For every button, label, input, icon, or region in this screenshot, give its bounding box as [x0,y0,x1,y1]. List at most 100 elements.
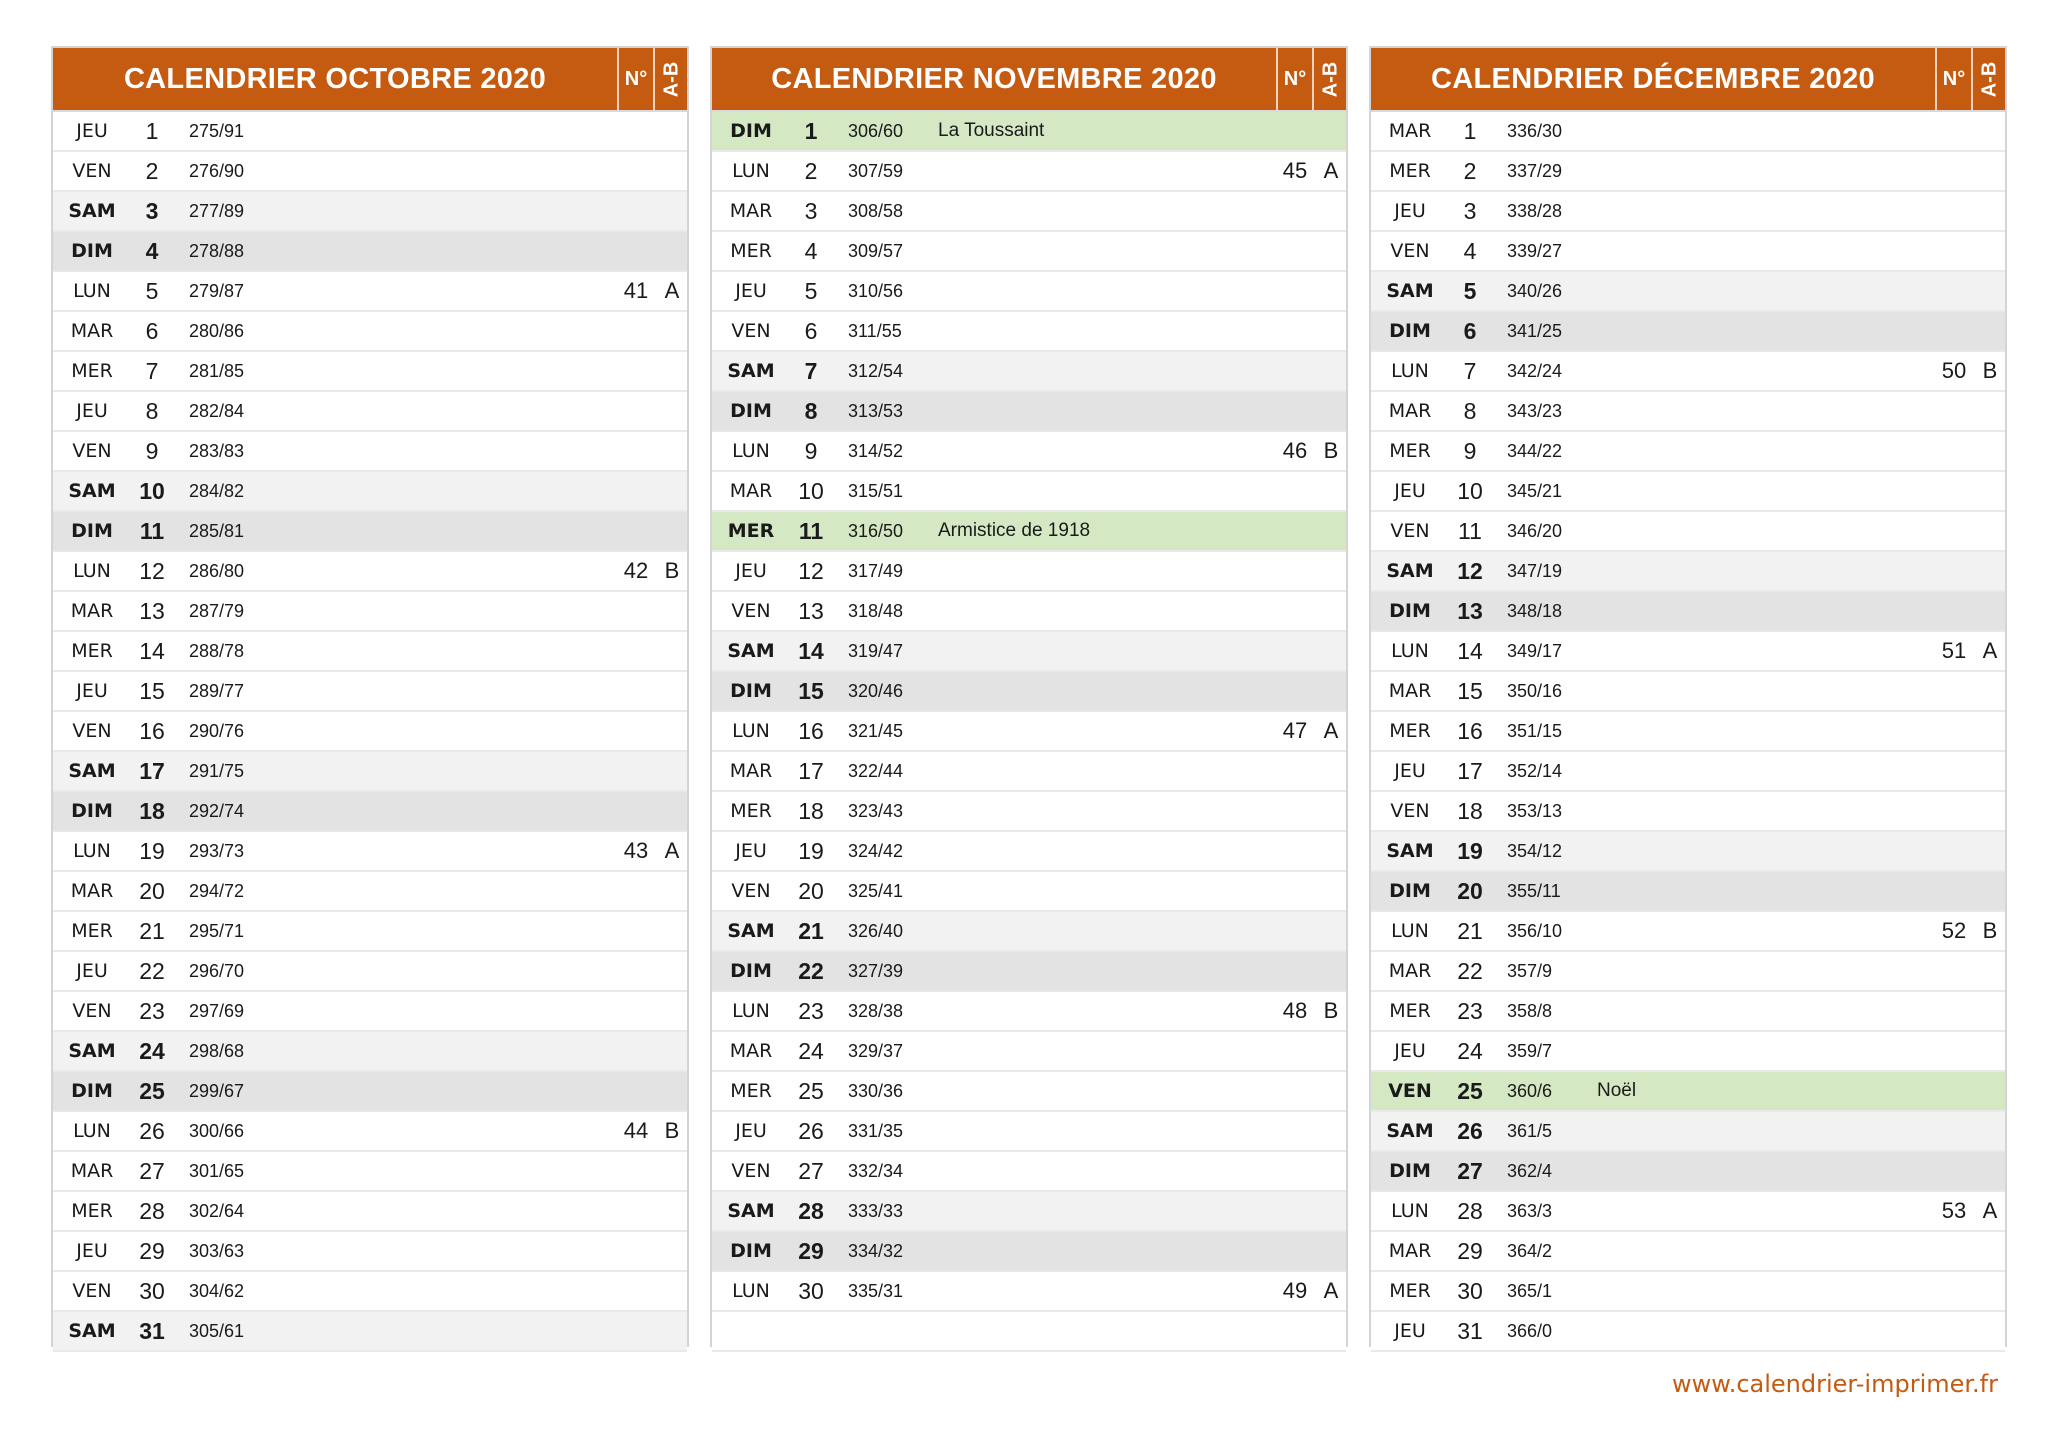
day-of-year: 315/51 [848,481,904,501]
day-name: SAM [727,1200,775,1222]
day-of-year: 323/43 [848,801,904,821]
day-of-year: 344/22 [1507,441,1563,461]
day-number: 6 [145,318,159,344]
day-name: DIM [730,1240,772,1262]
day-name: MER [1389,160,1431,182]
day-of-year: 332/34 [848,1161,904,1181]
day-row: VEN 23 297/69 [53,992,687,1032]
day-row: JEU 8 282/84 [53,392,687,432]
day-of-year: 328/38 [848,1001,904,1021]
day-name: SAM [1386,1120,1434,1142]
day-name: JEU [76,960,108,982]
ab-week: A [1982,1198,1998,1223]
day-row: VEN 2 276/90 [53,152,687,192]
day-number: 25 [798,1078,824,1104]
day-of-year: 364/2 [1507,1241,1553,1261]
day-name: DIM [730,400,772,422]
day-of-year: 290/76 [189,721,245,741]
day-row: LUN 30 335/31 49 A [712,1272,1346,1312]
day-row: LUN 7 342/24 50 B [1371,352,2005,392]
day-name: MAR [729,760,773,782]
day-of-year: 283/83 [189,441,245,461]
day-name: LUN [73,280,111,302]
day-name: MAR [729,480,773,502]
day-name: SAM [68,200,116,222]
day-row: JEU 1 275/91 [53,112,687,152]
day-of-year: 277/89 [189,201,245,221]
day-number: 14 [1457,638,1483,664]
day-row: SAM 12 347/19 [1371,552,2005,592]
day-name: JEU [735,1120,767,1142]
day-row: MER 28 302/64 [53,1192,687,1232]
day-name: MER [730,1080,772,1102]
day-row: MAR 29 364/2 [1371,1232,2005,1272]
day-number: 15 [1457,678,1483,704]
day-name: MER [71,360,113,382]
day-name: SAM [727,920,775,942]
week-number: 52 [1941,918,1967,943]
day-name: MER [71,640,113,662]
day-name: VEN [72,1000,112,1022]
day-of-year: 289/77 [189,681,245,701]
day-name: JEU [1394,200,1426,222]
day-number: 3 [1463,198,1477,224]
week-number: 47 [1282,718,1308,743]
website-link[interactable]: www.calendrier-imprimer.fr [1672,1370,1998,1398]
day-row: MER 16 351/15 [1371,712,2005,752]
day-of-year: 322/44 [848,761,904,781]
day-number: 31 [1457,1318,1483,1344]
week-number: 46 [1282,438,1308,463]
day-number: 30 [139,1278,165,1304]
header-divider [617,48,619,110]
day-of-year: 310/56 [848,281,904,301]
ab-header: A-B [655,48,689,110]
ab-week: B [664,558,680,583]
ab-header-label: A-B [1319,61,1342,97]
day-of-year: 304/62 [189,1281,245,1301]
day-of-year: 361/5 [1507,1121,1553,1141]
day-of-year: 354/12 [1507,841,1563,861]
day-of-year: 337/29 [1507,161,1563,181]
day-name: DIM [71,1080,113,1102]
day-row: DIM 20 355/11 [1371,872,2005,912]
day-name: JEU [735,840,767,862]
day-number: 25 [1457,1078,1483,1104]
day-number: 4 [804,238,818,264]
month-header: CALENDRIER DÉCEMBRE 2020 N° A-B [1371,48,2005,112]
day-name: MAR [70,880,114,902]
day-number: 27 [798,1158,824,1184]
day-row: JEU 12 317/49 [712,552,1346,592]
day-of-year: 291/75 [189,761,245,781]
day-of-year: 286/80 [189,561,245,581]
day-of-year: 357/9 [1507,961,1553,981]
day-of-year: 276/90 [189,161,245,181]
day-of-year: 303/63 [189,1241,245,1261]
day-of-year: 324/42 [848,841,904,861]
day-of-year: 343/23 [1507,401,1563,421]
day-number: 12 [139,558,165,584]
day-row: SAM 3 277/89 [53,192,687,232]
day-number: 2 [804,158,818,184]
day-name: MER [71,1200,113,1222]
day-of-year: 293/73 [189,841,245,861]
day-row: JEU 3 338/28 [1371,192,2005,232]
day-number: 26 [798,1118,824,1144]
day-of-year: 285/81 [189,521,245,541]
day-name: VEN [1388,1080,1432,1102]
day-number: 7 [804,358,818,384]
day-row: LUN 2 307/59 45 A [712,152,1346,192]
day-row: LUN 28 363/3 53 A [1371,1192,2005,1232]
day-name: SAM [68,1320,116,1342]
day-name: DIM [71,520,113,542]
day-number: 29 [798,1238,824,1264]
day-name: VEN [72,1280,112,1302]
day-name: LUN [732,160,770,182]
day-rows: MAR 1 336/30 MER 2 337/29 JEU 3 338/28 VEN 4 339/27… [1371,112,2005,1352]
day-name: DIM [71,800,113,822]
day-number: 13 [798,598,824,624]
day-number: 21 [1457,918,1483,944]
day-of-year: 278/88 [189,241,245,261]
day-row: MER 11 316/50 Armistice de 1918 [712,512,1346,552]
day-row: VEN 9 283/83 [53,432,687,472]
header-divider [1971,48,1973,110]
